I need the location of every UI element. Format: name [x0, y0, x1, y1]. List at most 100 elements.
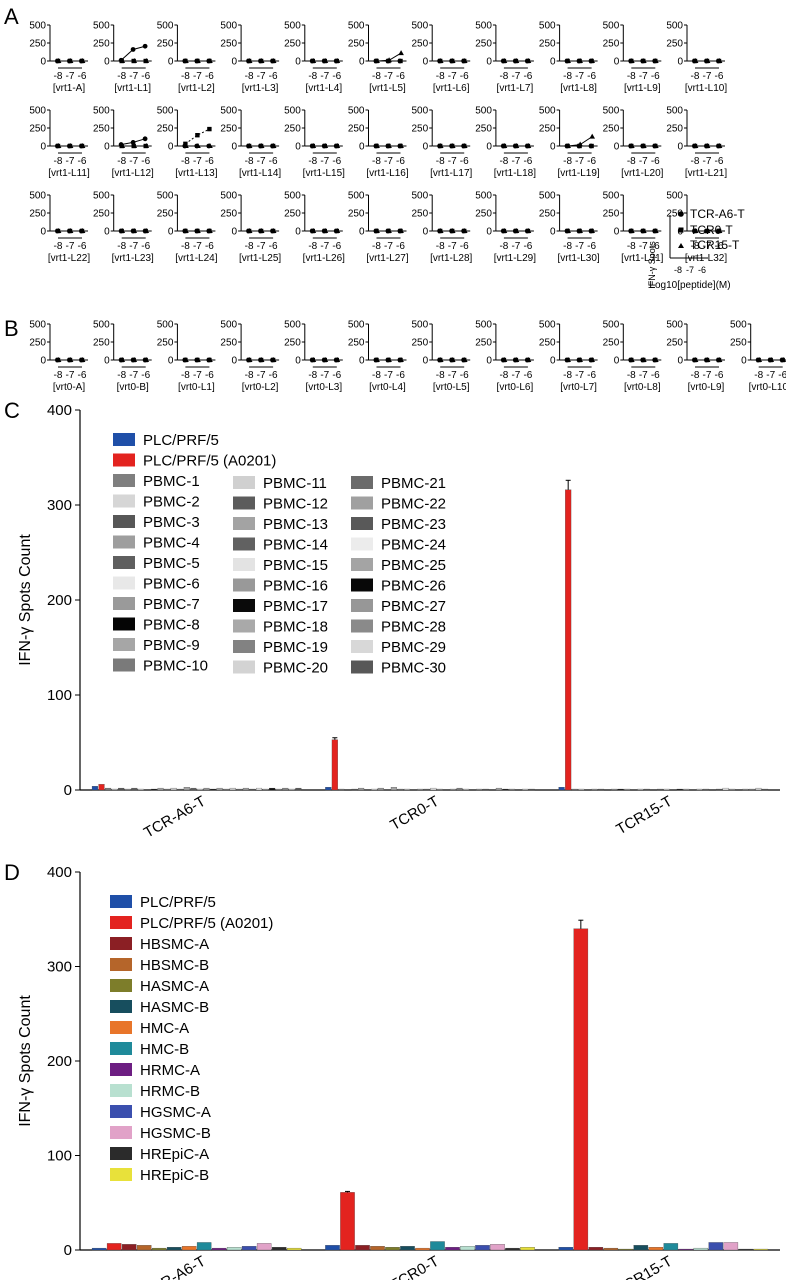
bar-pbmc-22-tcr-a6-t: [242, 787, 249, 791]
data-point-tcr15-t: [334, 357, 341, 362]
x-tick-label: -8: [372, 71, 381, 82]
x-tick-label: -8: [499, 156, 508, 167]
legend-swatch-pbmc-11: [233, 476, 255, 489]
x-tick-label: -6: [715, 156, 724, 167]
x-tick-label: -6: [205, 241, 214, 252]
subplot-label: [vrt0-L7]: [560, 382, 597, 393]
data-point-tcr15-t: [195, 143, 201, 148]
subplot-label: [vrt1-L22]: [48, 253, 90, 264]
series-line-tcr0-t: [185, 128, 210, 145]
data-point-tcr15-t: [653, 228, 659, 233]
x-tick-label: -6: [523, 241, 532, 252]
legend-label-hmc-a: HMC-A: [140, 1020, 189, 1037]
data-point-tcr15-t: [119, 228, 126, 233]
subplot-vrt1-l23: 0 250 500 -8 -7 -6[vrt1-L23]: [93, 191, 154, 265]
data-point-tcr15-t: [143, 228, 150, 233]
y-tick-label: 0: [40, 142, 46, 153]
bar-hrepic-b-tcr15-t: [753, 1248, 769, 1251]
legend-label-pbmc-20: PBMC-20: [263, 660, 328, 677]
y-tick-label: 0: [359, 356, 365, 367]
y-tick-label: 200: [47, 592, 72, 609]
subplot-vrt0-l1: 0 250 500 -8 -7 -6[vrt0-L1]: [157, 320, 216, 393]
y-tick-label: 500: [412, 191, 429, 202]
x-tick-label: -7: [575, 241, 584, 252]
data-point-tcr15-t: [768, 357, 775, 362]
legend-label-pbmc-24: PBMC-24: [381, 537, 446, 554]
bar-pbmc-13-tcr-a6-t: [183, 787, 190, 791]
bar-pbmc-23-tcr0-t: [482, 788, 489, 791]
y-tick-label: 0: [40, 227, 46, 238]
y-tick-label: 250: [220, 39, 237, 50]
data-point-tcr-a6-t: [142, 136, 148, 142]
legend-label-pbmc-12: PBMC-12: [263, 496, 328, 513]
bar-hbsmc-b-tcr-a6-t: [136, 1245, 152, 1251]
subplot-vrt1-l29: 0 250 500 -8 -7 -6[vrt1-L29]: [475, 191, 536, 265]
x-tick-label: -6: [523, 156, 532, 167]
subplot-label: [vrt1-L30]: [557, 253, 599, 264]
x-tick-label: -8: [308, 71, 317, 82]
data-point-tcr15-t: [501, 143, 508, 148]
y-tick-label: 250: [412, 39, 429, 50]
y-tick-label: 250: [29, 209, 46, 220]
subplot-label: [vrt1-L5]: [369, 83, 406, 94]
x-tick-label: -7: [257, 370, 266, 381]
bar-hgsmc-b-tcr15-t: [723, 1242, 739, 1251]
y-tick-label: 0: [232, 142, 238, 153]
y-tick-label: 500: [157, 191, 174, 202]
y-tick-label: 500: [157, 21, 174, 32]
subplot-vrt0-l3: 0 250 500 -8 -7 -6[vrt0-L3]: [284, 320, 343, 393]
y-tick-label: 0: [614, 356, 620, 367]
x-tick-label: -8: [754, 370, 763, 381]
subplot-label: [vrt1-L6]: [433, 83, 470, 94]
y-tick-label: 500: [348, 191, 365, 202]
bar-hmc-b-tcr0-t: [430, 1241, 445, 1251]
data-point-tcr15-t: [692, 143, 699, 148]
y-tick-label: 250: [475, 39, 492, 50]
bar-pbmc-8-tcr-a6-t: [150, 788, 158, 791]
y-tick-label: 0: [104, 227, 110, 238]
y-tick-label: 0: [104, 356, 110, 367]
x-tick-label: -7: [384, 241, 393, 252]
x-tick-label: -8: [627, 241, 636, 252]
bar-pbmc-29-tcr15-t: [755, 787, 762, 791]
subplot-label: [vrt1-L10]: [685, 83, 727, 94]
bar-hgsmc-a-tcr0-t: [475, 1245, 490, 1251]
bar-pbmc-26-tcr-a6-t: [269, 787, 276, 791]
subplot-vrt1-l7: 0 250 500 -8 -7 -6[vrt1-L7]: [475, 21, 534, 94]
bar-pbmc-30-tcr15-t: [762, 788, 769, 791]
x-tick-label: -6: [460, 370, 469, 381]
data-point-tcr15-t: [270, 228, 277, 233]
x-tick-label: -7: [129, 71, 138, 82]
legend-swatch-pbmc-3: [113, 515, 135, 528]
bar-pbmc-25-tcr15-t: [729, 788, 736, 791]
x-tick-label: -6: [523, 370, 532, 381]
legend-entry-tcr-a6-t: TCR-A6-T: [690, 207, 745, 221]
y-tick-label: 0: [168, 142, 174, 153]
y-tick-label: 500: [412, 106, 429, 117]
y-tick-label: 500: [284, 320, 301, 331]
subplot-label: [vrt1-A]: [53, 83, 85, 94]
data-point-tcr15-t: [322, 228, 329, 233]
subplot-vrt1-l5: 0 250 500 -8 -7 -6[vrt1-L5]: [348, 21, 407, 94]
bar-pbmc-15-tcr-a6-t: [196, 788, 203, 791]
x-tick-label: -8: [245, 241, 254, 252]
y-tick-label: 500: [29, 21, 46, 32]
x-tick-label: -6: [778, 370, 786, 381]
x-tick-label: -6: [269, 241, 278, 252]
y-tick-label: 250: [93, 124, 110, 135]
x-tick-label: -6: [78, 370, 87, 381]
y-tick-label: 0: [486, 356, 492, 367]
x-tick-label: -8: [372, 370, 381, 381]
subplot-vrt1-l21: 0 250 500 -8 -7 -6[vrt1-L21]: [666, 106, 727, 180]
legend-swatch-hgsmc-b: [110, 1126, 132, 1139]
x-tick-label: -7: [320, 241, 329, 252]
data-point-tcr15-t: [207, 143, 213, 148]
subplot-label: [vrt1-L15]: [303, 168, 345, 179]
y-tick-label: 250: [284, 209, 301, 220]
subplot-vrt1-l8: 0 250 500 -8 -7 -6[vrt1-L8]: [539, 21, 598, 94]
bar-hmc-a-tcr0-t: [415, 1247, 430, 1251]
legend-swatch-pbmc-1: [113, 474, 135, 487]
data-point-tcr15-t: [374, 228, 380, 233]
x-tick-label: -8: [117, 71, 126, 82]
bar-pbmc-10-tcr-a6-t: [164, 788, 171, 791]
